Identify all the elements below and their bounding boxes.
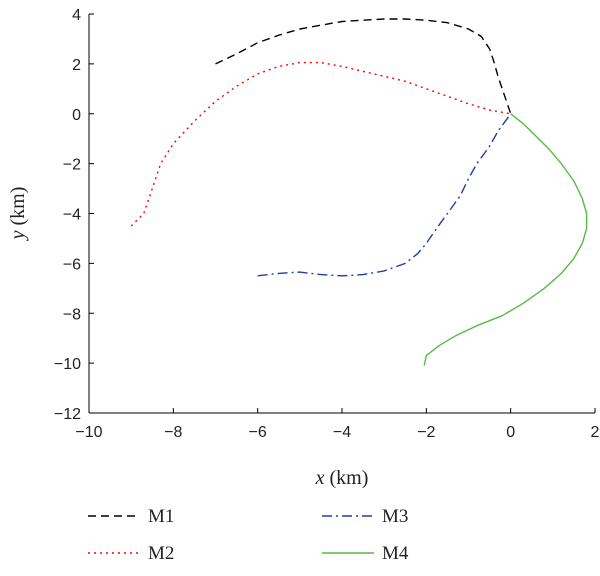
axes [88, 14, 595, 414]
y-tick-label: −10 [54, 356, 81, 373]
y-tick-label: −4 [63, 207, 81, 224]
x-tick-label: 2 [591, 424, 600, 441]
legend-item-m3: M3 [322, 506, 408, 527]
x-tick-label: −6 [249, 424, 267, 441]
x-tick-label: 0 [506, 424, 515, 441]
series-line-m4 [423, 113, 588, 366]
legend-item-m1: M1 [88, 506, 174, 527]
y-tick-label: 0 [72, 107, 81, 124]
y-tick-label: 4 [72, 7, 81, 24]
x-tick-label: −2 [417, 424, 435, 441]
legend-label: M3 [382, 506, 408, 527]
legend-item-m2: M2 [88, 543, 174, 564]
legend-label: M2 [148, 543, 174, 564]
plot-lines [130, 18, 588, 366]
legend-label: M1 [148, 506, 174, 527]
series-line-m2 [130, 61, 511, 227]
series-line-m1 [215, 18, 512, 115]
x-tick-label: −4 [333, 424, 351, 441]
legend-label: M4 [382, 543, 409, 564]
legend: M1 M2 M3 M4 [88, 506, 409, 564]
y-tick-label: 2 [72, 57, 81, 74]
x-tick-label: −8 [164, 424, 182, 441]
y-tick-label: −6 [63, 256, 81, 273]
x-tick-label: −10 [75, 424, 102, 441]
legend-item-m4: M4 [322, 543, 409, 564]
y-tick-label: −8 [63, 306, 81, 323]
y-axis-title: y (km) [7, 187, 29, 242]
x-axis-title: x (km) [315, 467, 369, 489]
series-line-m3 [257, 113, 512, 277]
y-tick-label: −12 [54, 406, 81, 423]
y-tick-label: −2 [63, 157, 81, 174]
